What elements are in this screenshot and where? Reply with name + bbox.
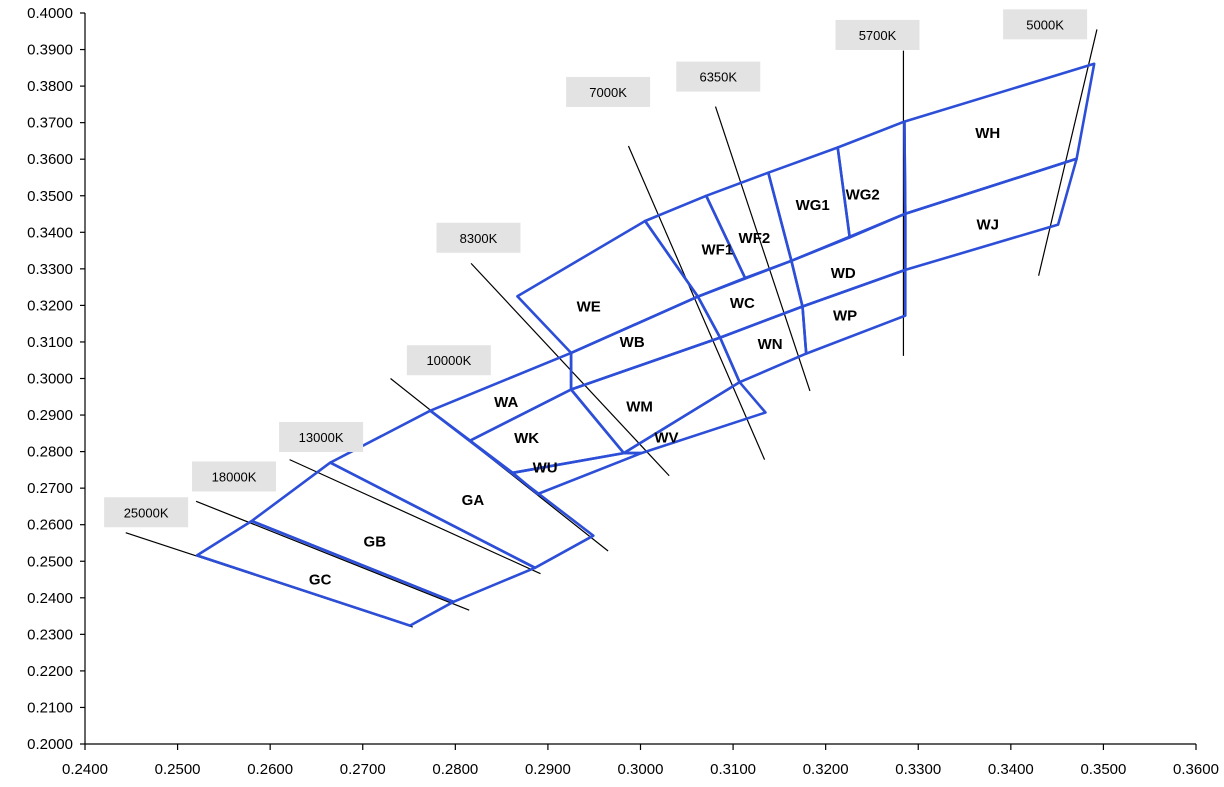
bin-label-wb: WB bbox=[620, 334, 645, 351]
cct-label-text: 18000K bbox=[212, 469, 257, 484]
y-tick-label: 0.2500 bbox=[27, 553, 73, 570]
bin-label-gc: GC bbox=[309, 572, 332, 589]
x-tick-label: 0.3100 bbox=[710, 761, 756, 778]
y-tick-label: 0.2400 bbox=[27, 590, 73, 607]
y-tick-label: 0.3300 bbox=[27, 261, 73, 278]
cct-labels-group: 25000K 18000K 13000K 10000K 8300K 7000K 6350K 5… bbox=[104, 9, 1088, 528]
cct-label-box bbox=[436, 222, 521, 253]
x-tick-label: 0.2700 bbox=[340, 761, 386, 778]
cct-label-text: 10000K bbox=[426, 353, 471, 368]
y-tick-label: 0.2000 bbox=[27, 736, 73, 753]
y-tick-label: 0.3400 bbox=[27, 224, 73, 241]
bin-label-wa: WA bbox=[494, 394, 518, 411]
cct-label-text: 7000K bbox=[589, 85, 627, 100]
bin-label-wh: WH bbox=[975, 125, 1000, 142]
bin-wp bbox=[801, 268, 907, 355]
bin-label-wf1: WF1 bbox=[702, 241, 734, 258]
bin-label-wp: WP bbox=[833, 308, 857, 325]
y-tick-label: 0.2300 bbox=[27, 626, 73, 643]
axes: 0.2000 0.2100 0.2200 0.2300 0.2400 0.2500 0.26… bbox=[27, 5, 1219, 778]
bin-label-wf2: WF2 bbox=[739, 230, 771, 247]
x-tick-label: 0.2500 bbox=[155, 761, 201, 778]
bin-wv bbox=[622, 380, 767, 455]
x-tick-label: 0.3000 bbox=[618, 761, 664, 778]
cct-label-text: 13000K bbox=[299, 430, 344, 445]
cct-label-text: 6350K bbox=[699, 70, 737, 85]
y-tick-label: 0.2700 bbox=[27, 480, 73, 497]
y-tick-label: 0.2600 bbox=[27, 517, 73, 534]
bin-label-wk: WK bbox=[514, 430, 539, 447]
y-tick-label: 0.3000 bbox=[27, 371, 73, 388]
cct-lines-group bbox=[125, 29, 1098, 628]
bin-label-wg1: WG1 bbox=[796, 197, 830, 214]
cct-label-box bbox=[192, 461, 277, 492]
bin-label-ga: GA bbox=[462, 492, 485, 509]
y-tick-label: 0.2200 bbox=[27, 663, 73, 680]
bin-label-wn: WN bbox=[758, 336, 783, 353]
y-tick-label: 0.3100 bbox=[27, 334, 73, 351]
x-tick-label: 0.2600 bbox=[247, 761, 293, 778]
cct-label-box bbox=[1003, 9, 1088, 40]
bin-label-wm: WM bbox=[626, 398, 653, 415]
cct-line-18000k bbox=[195, 500, 470, 611]
cct-label-box bbox=[279, 421, 364, 452]
bins-group bbox=[195, 62, 1096, 627]
bin-we bbox=[516, 219, 700, 355]
cct-label-text: 25000K bbox=[124, 505, 169, 520]
bin-wj bbox=[903, 157, 1078, 272]
x-tick-label: 0.3400 bbox=[988, 761, 1034, 778]
bin-wf2 bbox=[704, 171, 793, 280]
y-tick-label: 0.3900 bbox=[27, 42, 73, 59]
cct-label-box bbox=[104, 497, 189, 528]
bin-label-wj: WJ bbox=[976, 216, 999, 233]
bin-label-wu: WU bbox=[533, 460, 558, 477]
y-tick-label: 0.3600 bbox=[27, 151, 73, 168]
y-tick-label: 0.2100 bbox=[27, 699, 73, 716]
bin-label-wd: WD bbox=[831, 265, 856, 282]
bin-label-we: WE bbox=[577, 298, 601, 315]
bin-gb bbox=[250, 461, 537, 604]
cct-line-5000k bbox=[1038, 29, 1098, 276]
bin-label-wc: WC bbox=[730, 295, 755, 312]
bin-label-wv: WV bbox=[654, 430, 678, 447]
x-tick-label: 0.2800 bbox=[432, 761, 478, 778]
cct-label-text: 8300K bbox=[460, 231, 498, 246]
x-tick-label: 0.3600 bbox=[1173, 761, 1219, 778]
y-tick-label: 0.3700 bbox=[27, 115, 73, 132]
y-tick-label: 0.3500 bbox=[27, 188, 73, 205]
cct-label-box bbox=[835, 19, 920, 50]
y-tick-label: 0.3800 bbox=[27, 78, 73, 95]
bin-label-wg2: WG2 bbox=[846, 186, 880, 203]
cct-line-7000k bbox=[627, 145, 766, 460]
y-tick-label: 0.2800 bbox=[27, 444, 73, 461]
x-tick-label: 0.3200 bbox=[803, 761, 849, 778]
cct-line-6350k bbox=[714, 106, 811, 392]
bin-labels-group: GC GB GA WA WE WB WK WM WU WV WF1 WF2 WC WN WG1 WG2 WD WP… bbox=[309, 125, 1000, 589]
y-tick-label: 0.3200 bbox=[27, 297, 73, 314]
x-tick-label: 0.3500 bbox=[1080, 761, 1126, 778]
cct-label-text: 5700K bbox=[859, 28, 897, 43]
bin-wg2 bbox=[836, 120, 907, 239]
x-tick-label: 0.2400 bbox=[62, 761, 108, 778]
cct-label-text: 5000K bbox=[1026, 17, 1064, 32]
cct-label-box bbox=[676, 61, 761, 92]
x-tick-label: 0.3300 bbox=[895, 761, 941, 778]
cct-label-box bbox=[406, 345, 491, 376]
y-tick-label: 0.2900 bbox=[27, 407, 73, 424]
cct-line-13000k bbox=[289, 459, 541, 575]
y-tick-label: 0.4000 bbox=[27, 5, 73, 22]
bin-ga bbox=[328, 409, 595, 570]
cct-label-box bbox=[566, 76, 651, 107]
x-tick-label: 0.2900 bbox=[525, 761, 571, 778]
bin-label-gb: GB bbox=[364, 534, 387, 551]
